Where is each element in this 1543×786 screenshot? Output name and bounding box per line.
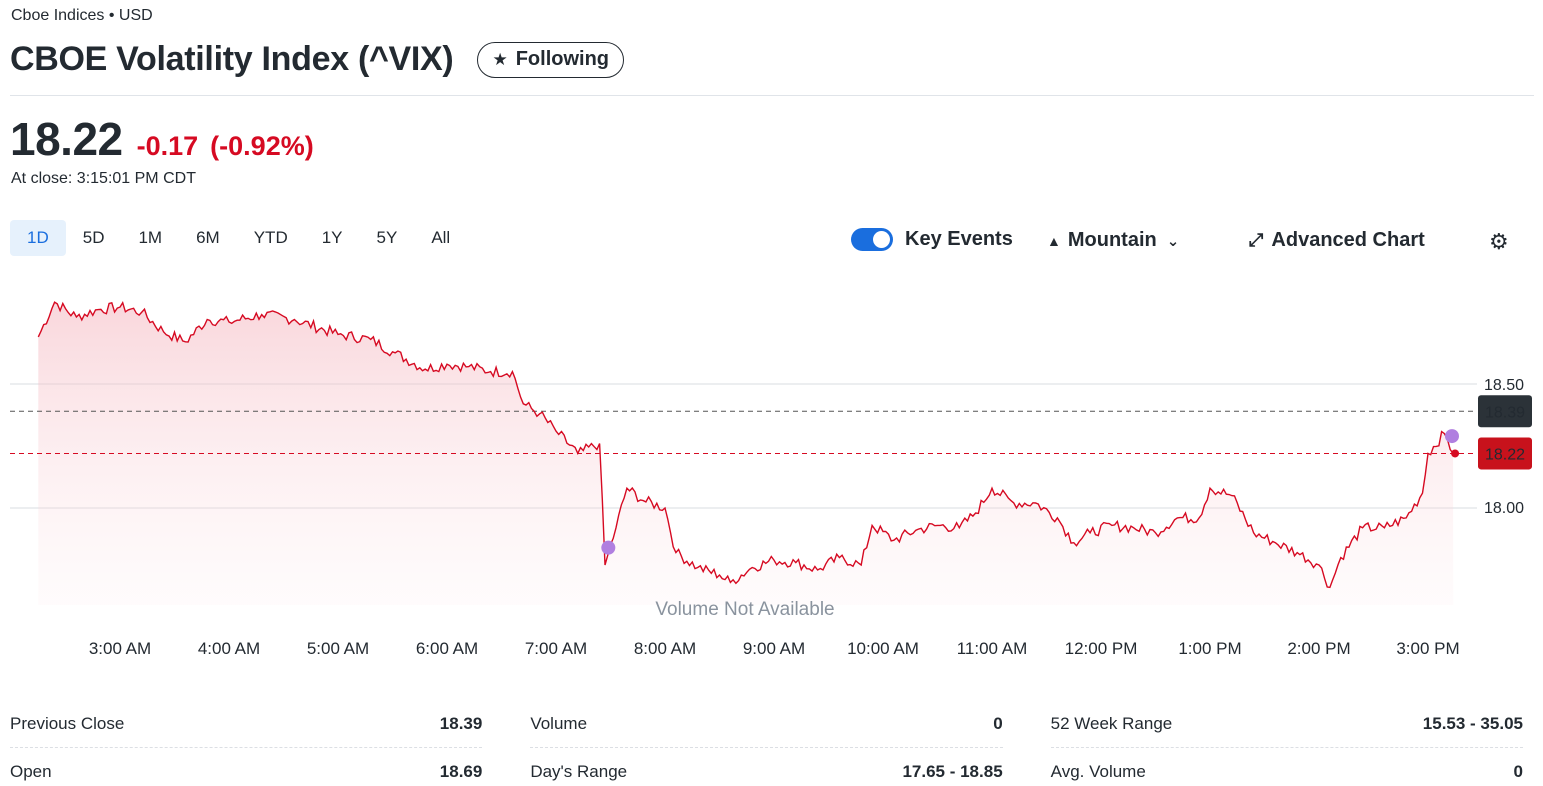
y-tick-18-50: 18.50 xyxy=(1484,377,1524,394)
key-event-marker[interactable] xyxy=(1444,429,1459,444)
key-event-markers xyxy=(601,429,1460,555)
stats-column: Volume 0 Day's Range 17.65 - 18.85 xyxy=(530,700,1003,786)
price-line xyxy=(37,300,1454,589)
price: 18.22 xyxy=(10,113,123,165)
range-all[interactable]: All xyxy=(431,228,451,247)
key-events-label: Key Events xyxy=(905,228,1013,250)
stat-label: 52 Week Range xyxy=(1050,713,1173,733)
quote-row: 18.22 -0.17 (-0.92%) xyxy=(10,112,314,166)
expand-icon: ⤢ xyxy=(1249,230,1264,250)
advanced-chart-button[interactable]: ⤢ Advanced Chart xyxy=(1249,229,1425,252)
stat-value: 18.69 xyxy=(439,762,483,781)
stats-table: Previous Close 18.39 Open 18.69 Volume 0… xyxy=(10,700,1523,786)
header-divider xyxy=(10,95,1534,96)
price-change: -0.17 xyxy=(136,131,199,161)
stat-value: 15.53 - 35.05 xyxy=(1422,713,1523,733)
range-1m[interactable]: 1M xyxy=(138,228,163,247)
stat-row: Day's Range 17.65 - 18.85 xyxy=(530,748,1002,786)
stat-label: Open xyxy=(10,762,52,781)
exchange-label: Cboe Indices • USD xyxy=(11,7,153,24)
following-button[interactable]: ★ Following xyxy=(477,41,625,78)
stat-value: 18.39 xyxy=(439,713,483,733)
stat-row: 52 Week Range 15.53 - 35.05 xyxy=(1050,700,1523,748)
previous-close-value: 18.39 xyxy=(1485,404,1525,421)
x-tick-label: 6:00 AM xyxy=(416,639,478,658)
key-event-marker[interactable] xyxy=(601,540,616,555)
last-price-dot xyxy=(1451,449,1460,458)
stat-label: Volume xyxy=(530,713,588,733)
last-price-badge: 18.22 xyxy=(1478,437,1532,470)
x-axis-labels: 3:00 AM 4:00 AM 5:00 AM 6:00 AM 7:00 AM 8:00 … xyxy=(89,639,1460,658)
volume-not-available: Volume Not Available xyxy=(655,599,834,620)
range-6m[interactable]: 6M xyxy=(196,228,220,247)
stat-value: 0 xyxy=(993,713,1003,733)
stat-row: Volume 0 xyxy=(530,700,1003,748)
gear-icon[interactable]: ⚙ xyxy=(1489,229,1509,254)
price-area xyxy=(38,302,1454,605)
chart-type-label: Mountain xyxy=(1067,229,1157,251)
x-tick-label: 1:00 PM xyxy=(1178,639,1241,658)
key-events-toggle[interactable] xyxy=(851,228,893,251)
page-title: CBOE Volatility Index (^VIX) xyxy=(10,40,454,78)
following-label: Following xyxy=(515,48,610,70)
stats-column: Previous Close 18.39 Open 18.69 xyxy=(10,700,483,786)
stat-row: Previous Close 18.39 xyxy=(10,700,483,748)
stat-row: Avg. Volume 0 xyxy=(1051,748,1523,786)
price-chart[interactable]: 18.50 18.00 18.39 18.22 Volume Not Avail… xyxy=(0,280,1543,680)
stat-value: 17.65 - 18.85 xyxy=(902,762,1003,781)
x-tick-label: 2:00 PM xyxy=(1287,639,1350,658)
range-1d[interactable]: 1D xyxy=(10,220,66,256)
x-tick-label: 8:00 AM xyxy=(634,639,696,658)
mountain-icon: ▲ xyxy=(1047,232,1061,249)
chevron-down-icon: ⌄ xyxy=(1166,232,1180,250)
stat-row: Open 18.69 xyxy=(10,748,482,786)
x-tick-label: 5:00 AM xyxy=(307,639,369,658)
stat-label: Avg. Volume xyxy=(1050,762,1146,781)
x-tick-label: 9:00 AM xyxy=(743,639,805,658)
range-selector: 1D 5D 1M 6M YTD 1Y 5Y All xyxy=(10,220,467,256)
range-5y[interactable]: 5Y xyxy=(376,228,398,247)
range-1y[interactable]: 1Y xyxy=(321,228,343,247)
toggle-knob xyxy=(873,231,890,248)
x-tick-label: 11:00 AM xyxy=(957,639,1028,658)
previous-close-badge: 18.39 xyxy=(1478,395,1532,428)
stat-value: 0 xyxy=(1513,762,1523,781)
stat-label: Previous Close xyxy=(10,713,125,733)
chart-type-dropdown[interactable]: ▲ Mountain ⌄ xyxy=(1047,229,1179,252)
star-icon: ★ xyxy=(492,49,508,69)
title-row: CBOE Volatility Index (^VIX) ★ Following xyxy=(10,40,625,79)
x-tick-label: 3:00 PM xyxy=(1396,639,1459,658)
advanced-chart-label: Advanced Chart xyxy=(1271,229,1425,251)
stats-column: 52 Week Range 15.53 - 35.05 Avg. Volume … xyxy=(1050,700,1523,786)
close-time: At close: 3:15:01 PM CDT xyxy=(11,170,196,187)
range-ytd[interactable]: YTD xyxy=(253,228,288,247)
last-price-value: 18.22 xyxy=(1485,446,1525,463)
x-tick-label: 7:00 AM xyxy=(525,639,587,658)
range-5d[interactable]: 5D xyxy=(82,228,105,247)
price-change-percent: (-0.92%) xyxy=(210,131,314,161)
x-tick-label: 3:00 AM xyxy=(89,639,151,658)
stat-label: Day's Range xyxy=(530,762,628,781)
x-tick-label: 10:00 AM xyxy=(847,639,919,658)
x-tick-label: 12:00 PM xyxy=(1065,639,1138,658)
y-tick-18-00: 18.00 xyxy=(1484,500,1524,517)
x-tick-label: 4:00 AM xyxy=(198,639,260,658)
